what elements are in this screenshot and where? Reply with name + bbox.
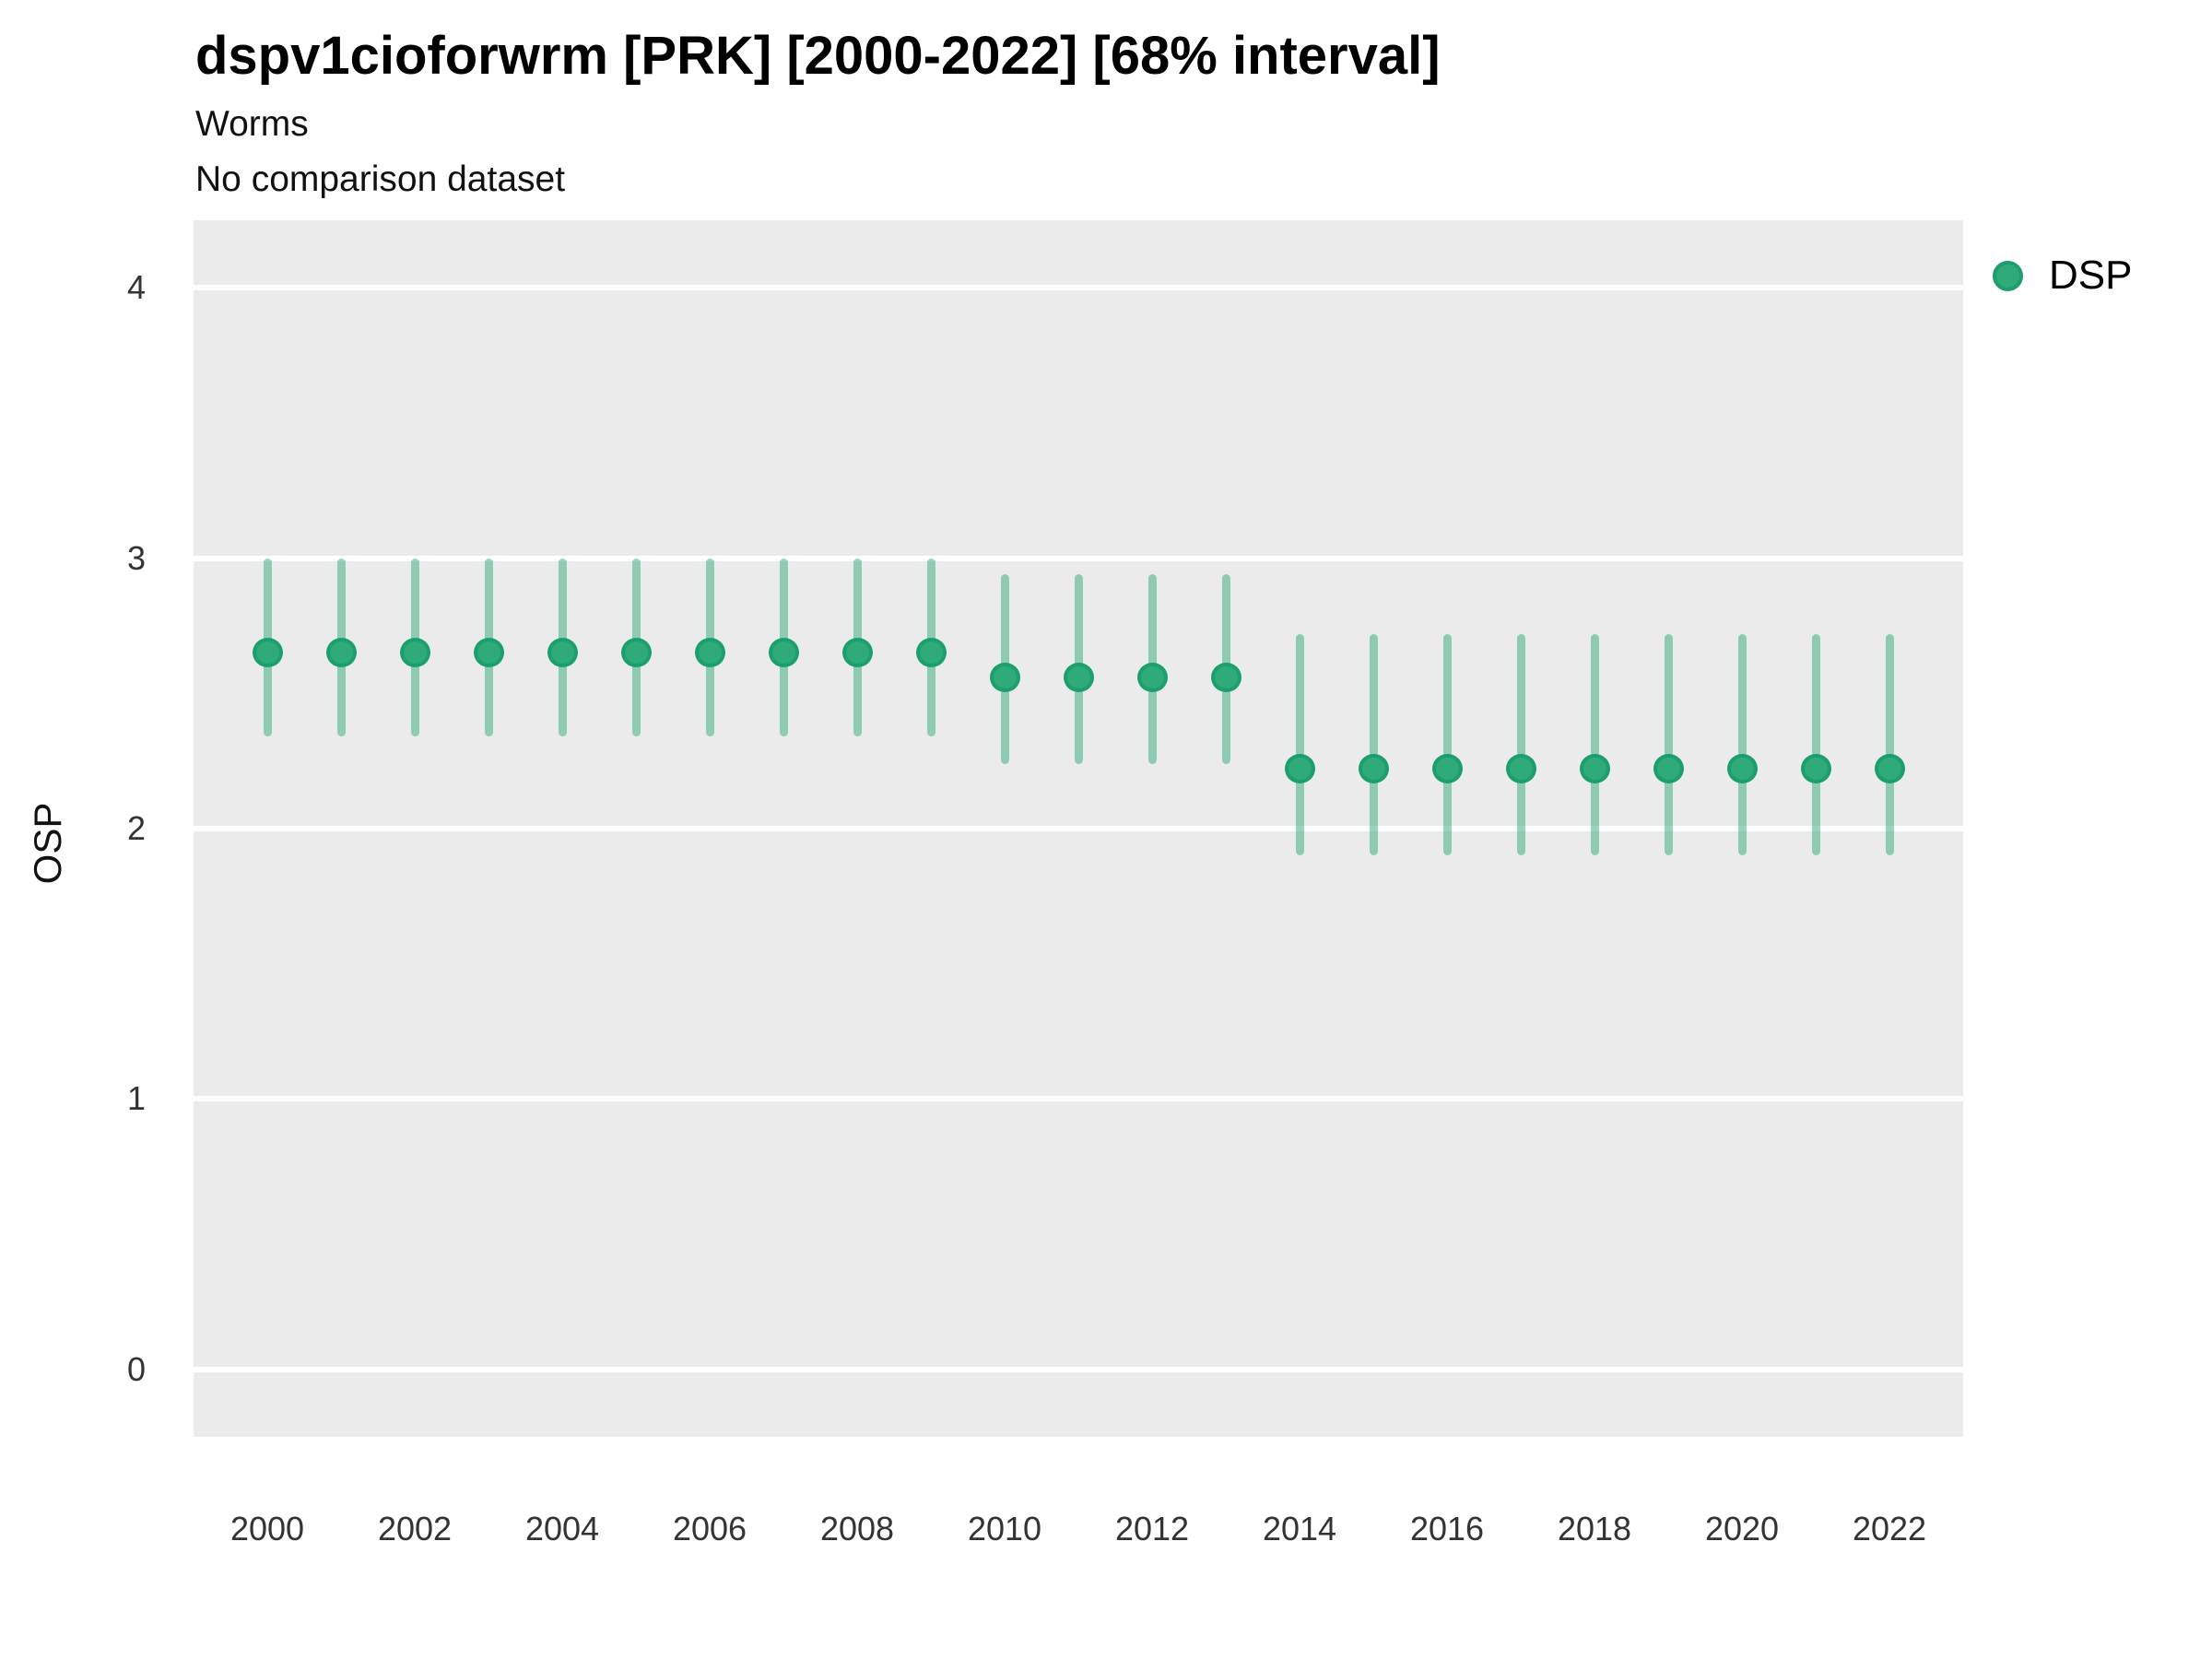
- interval-line-2019: [1664, 633, 1673, 856]
- interval-line-2020: [1737, 633, 1747, 856]
- legend-dot-icon: [1993, 260, 2023, 291]
- gridline-y-1: [194, 1096, 1963, 1102]
- x-tick-label-2010: 2010: [967, 1510, 1042, 1547]
- x-tick-label-2016: 2016: [1409, 1510, 1485, 1547]
- point-2005: [620, 638, 652, 668]
- point-2001: [325, 638, 357, 668]
- point-2007: [768, 638, 799, 668]
- x-tick-label-2018: 2018: [1557, 1510, 1632, 1547]
- x-tick-label-2020: 2020: [1704, 1510, 1780, 1547]
- point-2009: [915, 638, 947, 668]
- legend-item-label: DSP: [2049, 253, 2133, 298]
- y-tick-label-1: 1: [126, 1079, 146, 1118]
- x-tick-label-2004: 2004: [524, 1510, 600, 1547]
- interval-line-2017: [1516, 633, 1525, 856]
- interval-line-2015: [1369, 633, 1378, 856]
- interval-line-2021: [1811, 633, 1820, 856]
- x-tick-label-2014: 2014: [1262, 1510, 1337, 1547]
- point-2003: [473, 638, 504, 668]
- point-2000: [252, 638, 283, 668]
- point-2015: [1358, 754, 1389, 784]
- x-tick-label-2022: 2022: [1852, 1510, 1927, 1547]
- y-tick-label-3: 3: [126, 538, 146, 577]
- point-2012: [1136, 662, 1168, 692]
- gridline-y-3: [194, 555, 1963, 561]
- point-2022: [1874, 754, 1905, 784]
- point-2004: [547, 638, 578, 668]
- point-2016: [1431, 754, 1463, 784]
- x-tick-label-2008: 2008: [819, 1510, 895, 1547]
- point-2008: [841, 638, 873, 668]
- gridline-y-2: [194, 826, 1963, 831]
- gridline-y-0: [194, 1366, 1963, 1372]
- plot-area: [194, 220, 1963, 1437]
- point-2010: [989, 662, 1020, 692]
- x-tick-label-2006: 2006: [672, 1510, 747, 1547]
- x-tick-label-2002: 2002: [377, 1510, 453, 1547]
- legend: DSP: [1993, 251, 2132, 300]
- point-2020: [1726, 754, 1758, 784]
- chart-subtitle: Worms: [195, 104, 309, 144]
- y-tick-label-4: 4: [126, 268, 146, 307]
- point-2013: [1210, 662, 1241, 692]
- y-tick-label-0: 0: [126, 1349, 146, 1388]
- point-2011: [1063, 662, 1094, 692]
- interval-line-2016: [1442, 633, 1452, 856]
- y-tick-label-2: 2: [126, 809, 146, 847]
- interval-line-2014: [1295, 633, 1304, 856]
- point-2018: [1579, 754, 1610, 784]
- gridline-y-4: [194, 285, 1963, 291]
- interval-line-2022: [1885, 633, 1894, 856]
- chart-comparison-note: No comparison dataset: [195, 159, 566, 199]
- interval-line-2018: [1590, 633, 1599, 856]
- point-2006: [694, 638, 725, 668]
- x-tick-label-2012: 2012: [1114, 1510, 1190, 1547]
- point-2014: [1284, 754, 1315, 784]
- point-2017: [1505, 754, 1536, 784]
- chart-title: dspv1cioforwrm [PRK] [2000-2022] [68% in…: [195, 26, 1441, 86]
- point-2019: [1653, 754, 1684, 784]
- x-tick-label-2000: 2000: [229, 1510, 305, 1547]
- point-2002: [399, 638, 430, 668]
- point-2021: [1800, 754, 1831, 784]
